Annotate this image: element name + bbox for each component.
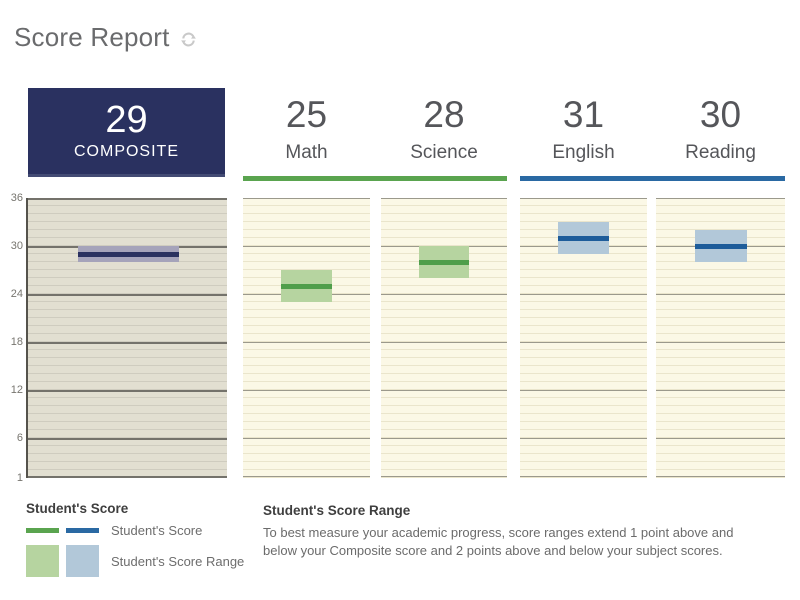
gridline-major	[28, 390, 227, 392]
y-axis-tick-label: 30	[10, 240, 23, 252]
gridline-major	[243, 438, 370, 439]
gridline-major	[243, 390, 370, 391]
green-subject-group-underline	[243, 176, 507, 181]
chart-column-science	[381, 198, 507, 478]
subject-name-label: Reading	[685, 142, 756, 163]
gridline-major	[381, 390, 507, 391]
chart-column-composite	[26, 198, 227, 478]
legend-title: Student's Score	[26, 501, 129, 516]
gridline-major	[28, 198, 227, 200]
gridline-major	[381, 198, 507, 199]
gridline-major	[520, 342, 647, 343]
gridline-major	[520, 294, 647, 295]
green-score-line-icon	[26, 528, 59, 533]
gridline-major	[243, 342, 370, 343]
score-line	[558, 236, 609, 241]
legend-score-row: Student's Score	[26, 523, 244, 538]
y-axis-tick-label: 6	[16, 432, 23, 444]
gridline-major	[381, 476, 507, 477]
score-line	[695, 244, 747, 249]
gridline-major	[28, 342, 227, 344]
gridline-major	[243, 198, 370, 199]
composite-score-value: 29	[105, 98, 148, 141]
green-score-range-icon	[26, 545, 59, 577]
composite-score-box: 29 COMPOSITE	[28, 88, 225, 177]
gridline-major	[520, 438, 647, 439]
legend-range-row: Student's Score Range	[26, 545, 244, 577]
y-axis-tick-label: 36	[10, 192, 23, 204]
score-line	[281, 284, 332, 289]
gridline-major	[656, 438, 785, 439]
legend-range-label: Student's Score Range	[111, 553, 245, 569]
gridline-major	[243, 476, 370, 477]
gridline-major	[28, 294, 227, 296]
score-range-description: Student's Score Range To best measure yo…	[263, 502, 735, 560]
blue-score-line-icon	[66, 528, 99, 533]
subject-name-label: Science	[410, 142, 478, 163]
gridline-major	[656, 198, 785, 199]
gridline-major	[520, 390, 647, 391]
composite-score-label: COMPOSITE	[73, 143, 179, 161]
chart-column-reading	[656, 198, 785, 478]
gridline-major	[656, 342, 785, 343]
y-axis-tick-label: 1	[16, 472, 23, 484]
subject-header-reading: 30 Reading	[656, 96, 785, 164]
refresh-icon[interactable]	[180, 31, 197, 48]
gridline-major	[243, 246, 370, 247]
blue-subject-group-underline	[520, 176, 785, 181]
chart-column-math	[243, 198, 370, 478]
subject-name-label: Math	[285, 142, 328, 163]
subject-score-value: 28	[423, 94, 465, 135]
gridline-major	[656, 390, 785, 391]
page-title: Score Report	[14, 22, 170, 52]
subject-header-math: 25 Math	[243, 96, 370, 164]
y-axis-tick-label: 24	[10, 288, 23, 300]
subject-header-science: 28 Science	[381, 96, 507, 164]
chart-column-english	[520, 198, 647, 478]
gridline-major	[28, 476, 227, 478]
y-axis-tick-label: 12	[10, 384, 23, 396]
gridline-major	[381, 294, 507, 295]
score-line	[419, 260, 469, 265]
subject-score-value: 25	[285, 94, 328, 135]
page-header: Score Report	[14, 22, 197, 53]
gridline-major	[520, 476, 647, 477]
subject-name-label: English	[552, 142, 615, 163]
gridline-major	[656, 476, 785, 477]
legend: Student's Score Student's Score Student'…	[26, 501, 244, 577]
gridline-major	[28, 438, 227, 440]
gridline-major	[381, 342, 507, 343]
y-axis-tick-label: 18	[10, 336, 23, 348]
description-title: Student's Score Range	[263, 503, 411, 518]
score-line	[78, 252, 179, 257]
subject-header-english: 31 English	[520, 96, 647, 164]
legend-score-label: Student's Score	[111, 523, 203, 538]
description-body: To best measure your academic progress, …	[263, 524, 734, 558]
subject-score-value: 30	[699, 94, 742, 135]
gridline-major	[656, 294, 785, 295]
blue-score-range-icon	[66, 545, 99, 577]
gridline-major	[381, 438, 507, 439]
subject-score-value: 31	[562, 94, 605, 135]
gridline-major	[520, 198, 647, 199]
